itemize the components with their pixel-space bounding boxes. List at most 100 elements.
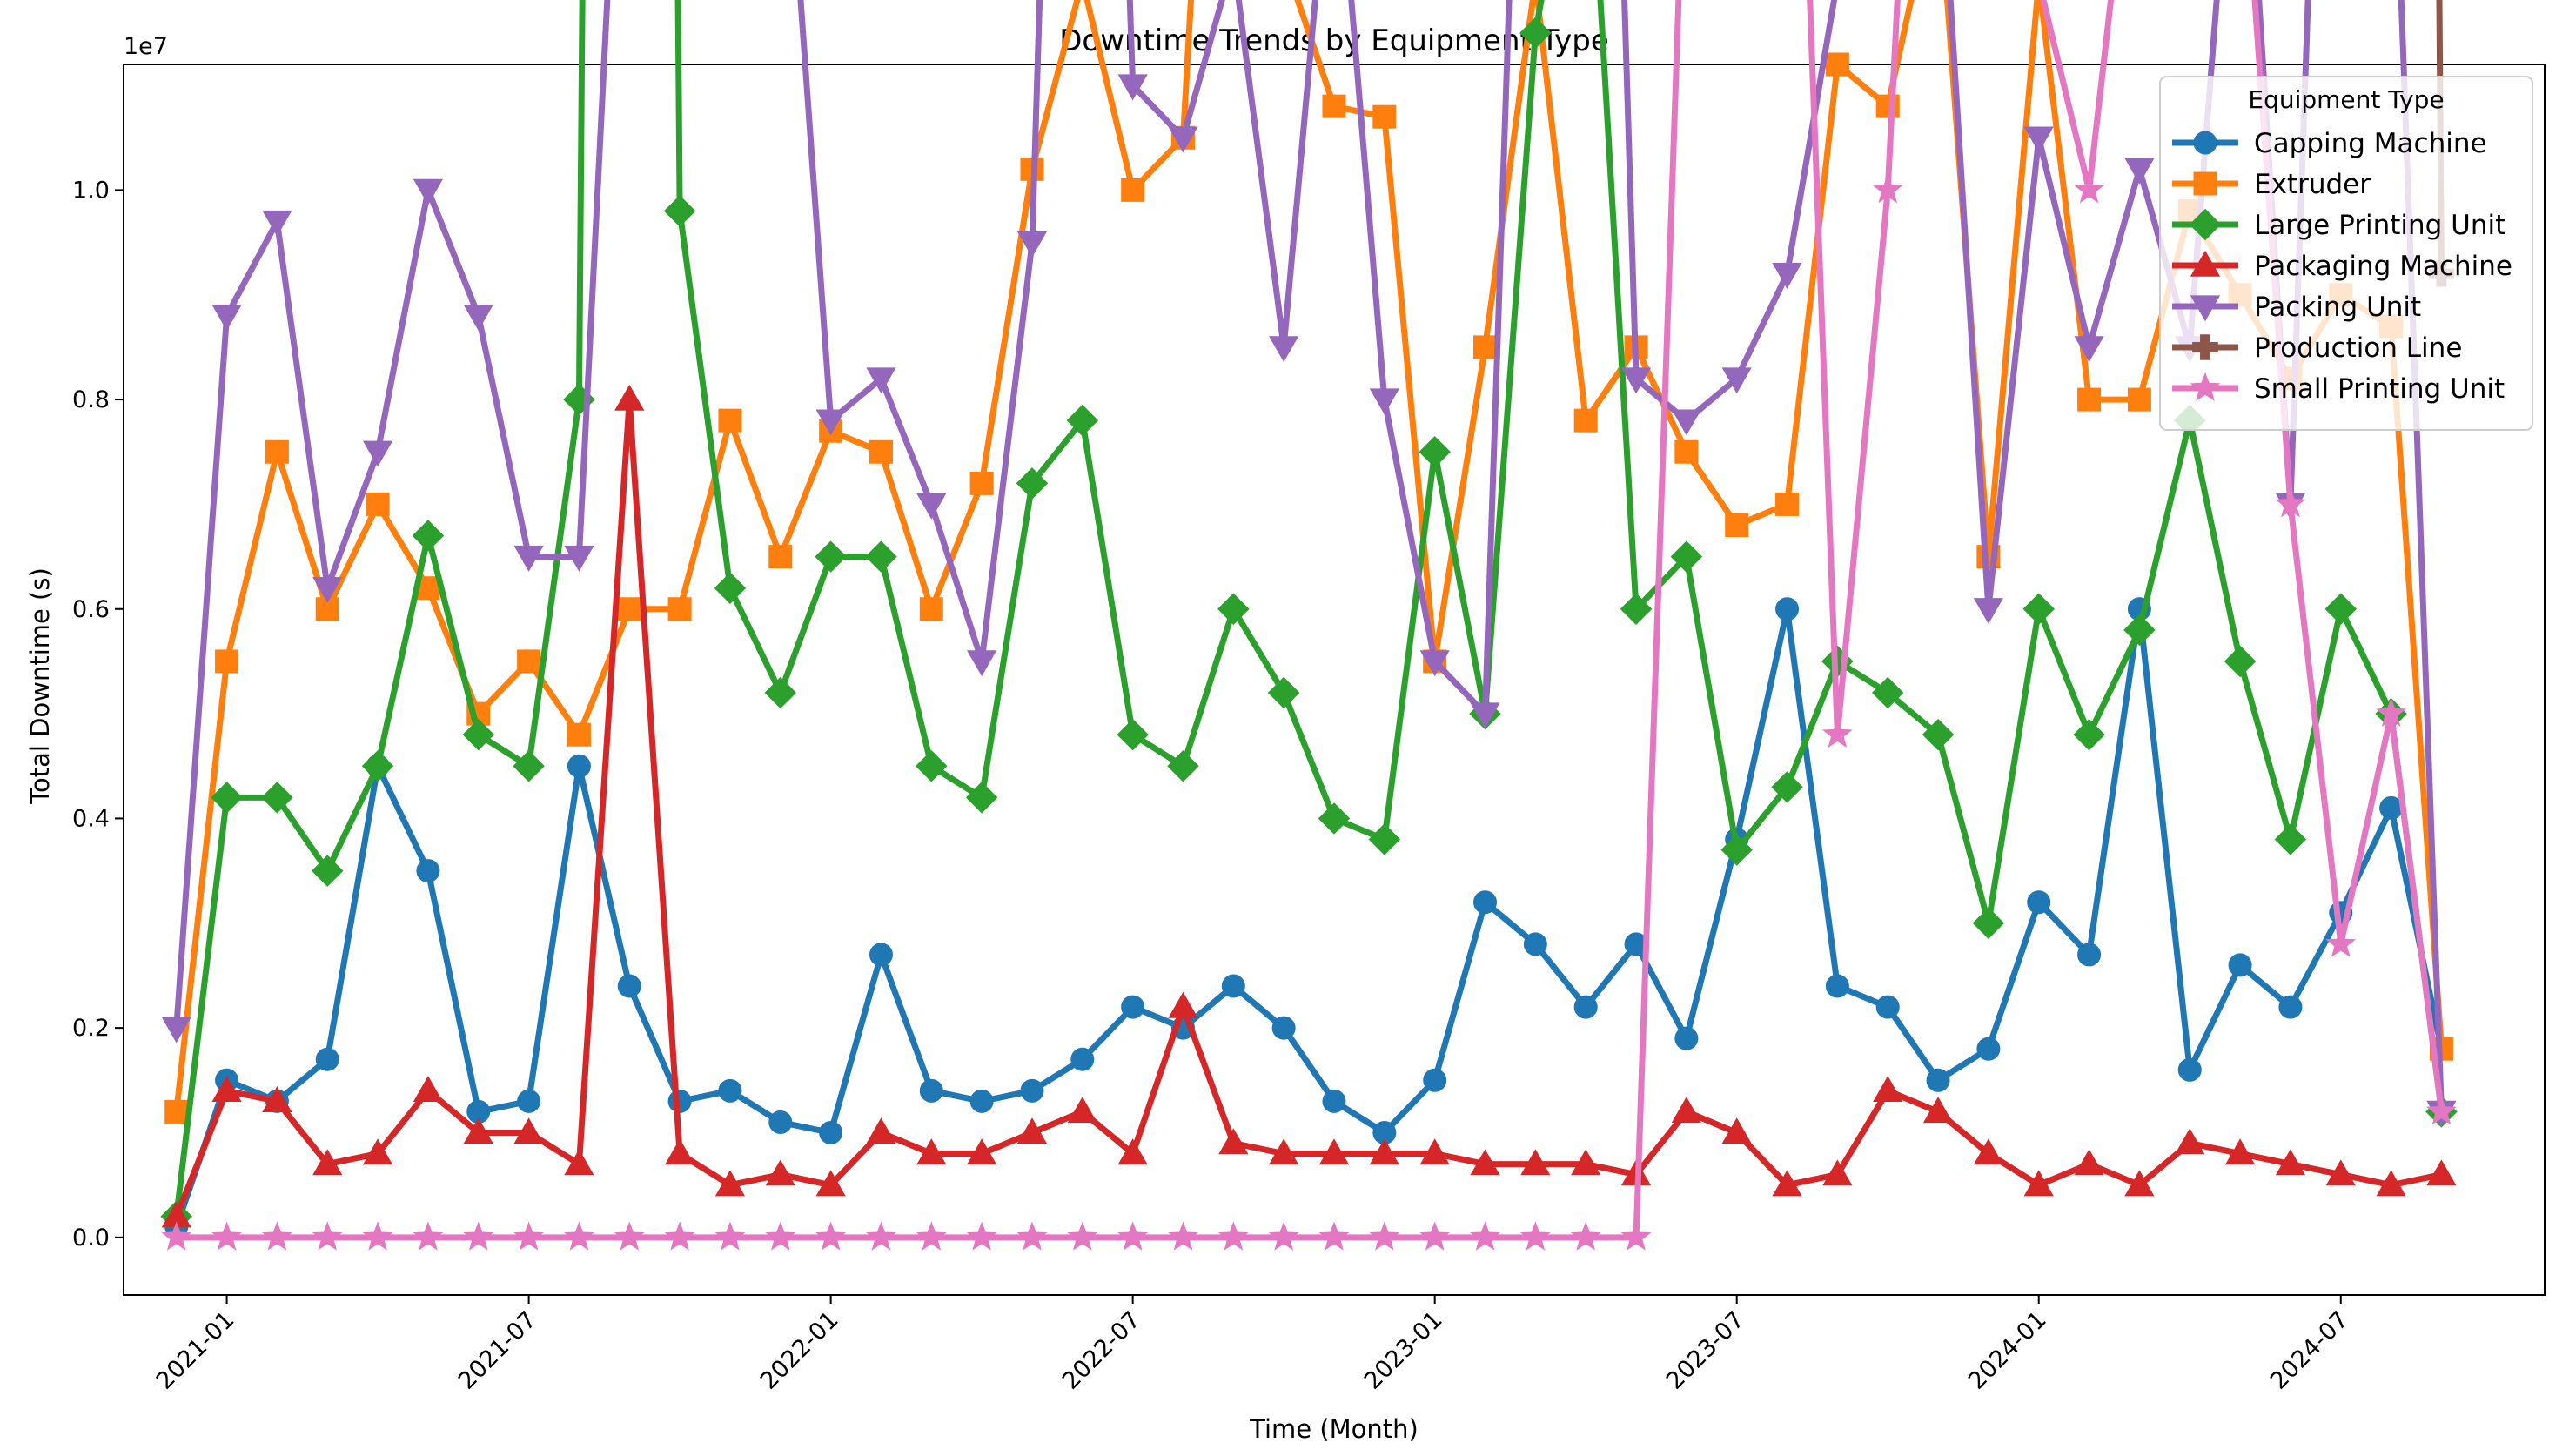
- data-point: [261, 1221, 292, 1251]
- x-tick-label: 2024-07: [2265, 1306, 2354, 1395]
- data-point: [1671, 1097, 1701, 1124]
- data-point: [262, 1086, 292, 1113]
- data-point: [1016, 467, 1049, 500]
- data-point: [1875, 94, 1900, 118]
- series-line-small-printing-unit: [176, 0, 2445, 1241]
- data-point: [1620, 593, 1653, 626]
- data-point: [1016, 1117, 1048, 1144]
- data-point: [413, 178, 444, 205]
- series-line-large-printing-unit: [173, 0, 2445, 1218]
- data-point: [1523, 932, 1547, 956]
- series-packaging-machine: [161, 384, 2457, 1228]
- data-point: [819, 1120, 843, 1144]
- data-point: [965, 782, 998, 814]
- legend-label: Small Printing Unit: [2254, 373, 2505, 405]
- data-point: [2224, 1138, 2256, 1165]
- legend-marker: [2190, 250, 2221, 277]
- data-point: [1573, 408, 1598, 433]
- data-point: [614, 1221, 645, 1251]
- data-point: [2325, 1159, 2356, 1186]
- data-point: [1922, 718, 1955, 751]
- legend-label: Extruder: [2254, 169, 2371, 200]
- data-point: [366, 492, 390, 516]
- data-point: [714, 1221, 746, 1251]
- data-point: [215, 649, 239, 674]
- legend: Equipment Type Capping Machine Extruder La…: [2159, 76, 2533, 431]
- data-point: [1871, 676, 1904, 709]
- data-point: [1117, 718, 1149, 751]
- data-point: [1419, 1221, 1451, 1251]
- data-point: [1470, 702, 1500, 729]
- data-point: [211, 305, 242, 332]
- data-point: [513, 1221, 545, 1251]
- data-point: [362, 1138, 393, 1165]
- data-point: [969, 1089, 994, 1113]
- data-point: [517, 649, 541, 674]
- legend-marker: [2193, 171, 2217, 196]
- data-point: [1721, 1117, 1752, 1144]
- data-point: [1670, 540, 1703, 573]
- data-point: [1221, 974, 1245, 998]
- data-point: [1873, 1076, 1903, 1103]
- data-point: [1419, 1138, 1450, 1165]
- data-point: [1121, 178, 1145, 202]
- data-point: [1570, 1221, 1601, 1251]
- data-point: [1620, 1221, 1652, 1251]
- data-point: [2274, 823, 2307, 855]
- data-point: [1473, 335, 1498, 359]
- data-point: [413, 1221, 444, 1251]
- legend-marker: [2190, 295, 2221, 322]
- data-point: [564, 545, 594, 572]
- series-large-printing-unit: [160, 0, 2458, 1233]
- data-point: [916, 493, 947, 520]
- data-point: [312, 1221, 343, 1251]
- data-point: [1825, 52, 1849, 77]
- data-point: [2324, 593, 2358, 626]
- series-packing-unit: [161, 0, 2457, 1127]
- data-point: [567, 754, 591, 778]
- data-point: [718, 1078, 742, 1103]
- data-point: [1269, 336, 1299, 363]
- legend-label: Capping Machine: [2254, 128, 2487, 159]
- data-point: [2228, 953, 2252, 977]
- data-point: [2426, 1096, 2457, 1125]
- data-point: [164, 1099, 189, 1124]
- data-point: [1016, 1221, 1048, 1251]
- data-point: [1571, 1149, 1601, 1176]
- data-point: [1070, 1047, 1095, 1071]
- data-point: [1822, 1159, 1853, 1186]
- legend-entry-extruder: Extruder: [2172, 169, 2371, 200]
- legend-label: Packaging Machine: [2254, 251, 2512, 282]
- data-point: [2074, 1149, 2104, 1176]
- data-point: [1926, 1068, 1950, 1092]
- data-point: [866, 1221, 896, 1251]
- data-point: [2127, 387, 2151, 412]
- data-point: [2177, 1057, 2202, 1082]
- data-point: [1473, 890, 1498, 915]
- y-axis-label: Total Downtime (s): [25, 567, 55, 805]
- data-point: [1369, 1221, 1400, 1251]
- data-point: [2175, 1128, 2205, 1155]
- data-point: [919, 597, 943, 621]
- data-point: [866, 367, 896, 394]
- data-point: [211, 782, 243, 814]
- series-extruder: [164, 0, 2453, 1124]
- data-point: [865, 540, 897, 573]
- data-point: [916, 1221, 947, 1251]
- data-point: [513, 545, 544, 572]
- y-tick-label: 0.8: [72, 386, 110, 413]
- data-point: [2376, 1170, 2406, 1197]
- y-tick-label: 1.0: [72, 177, 110, 204]
- data-point: [2224, 645, 2257, 678]
- data-point: [1067, 1221, 1098, 1251]
- data-point: [664, 1221, 695, 1251]
- data-point: [2022, 593, 2055, 626]
- data-point: [1573, 995, 1598, 1019]
- data-point: [1973, 1138, 2004, 1165]
- data-point: [815, 540, 847, 573]
- y-tick-label: 0.0: [72, 1225, 110, 1251]
- legend-entry-packaging-machine: Packaging Machine: [2172, 250, 2512, 282]
- data-point: [2023, 1170, 2054, 1197]
- data-point: [869, 439, 893, 464]
- data-point: [1825, 974, 1849, 998]
